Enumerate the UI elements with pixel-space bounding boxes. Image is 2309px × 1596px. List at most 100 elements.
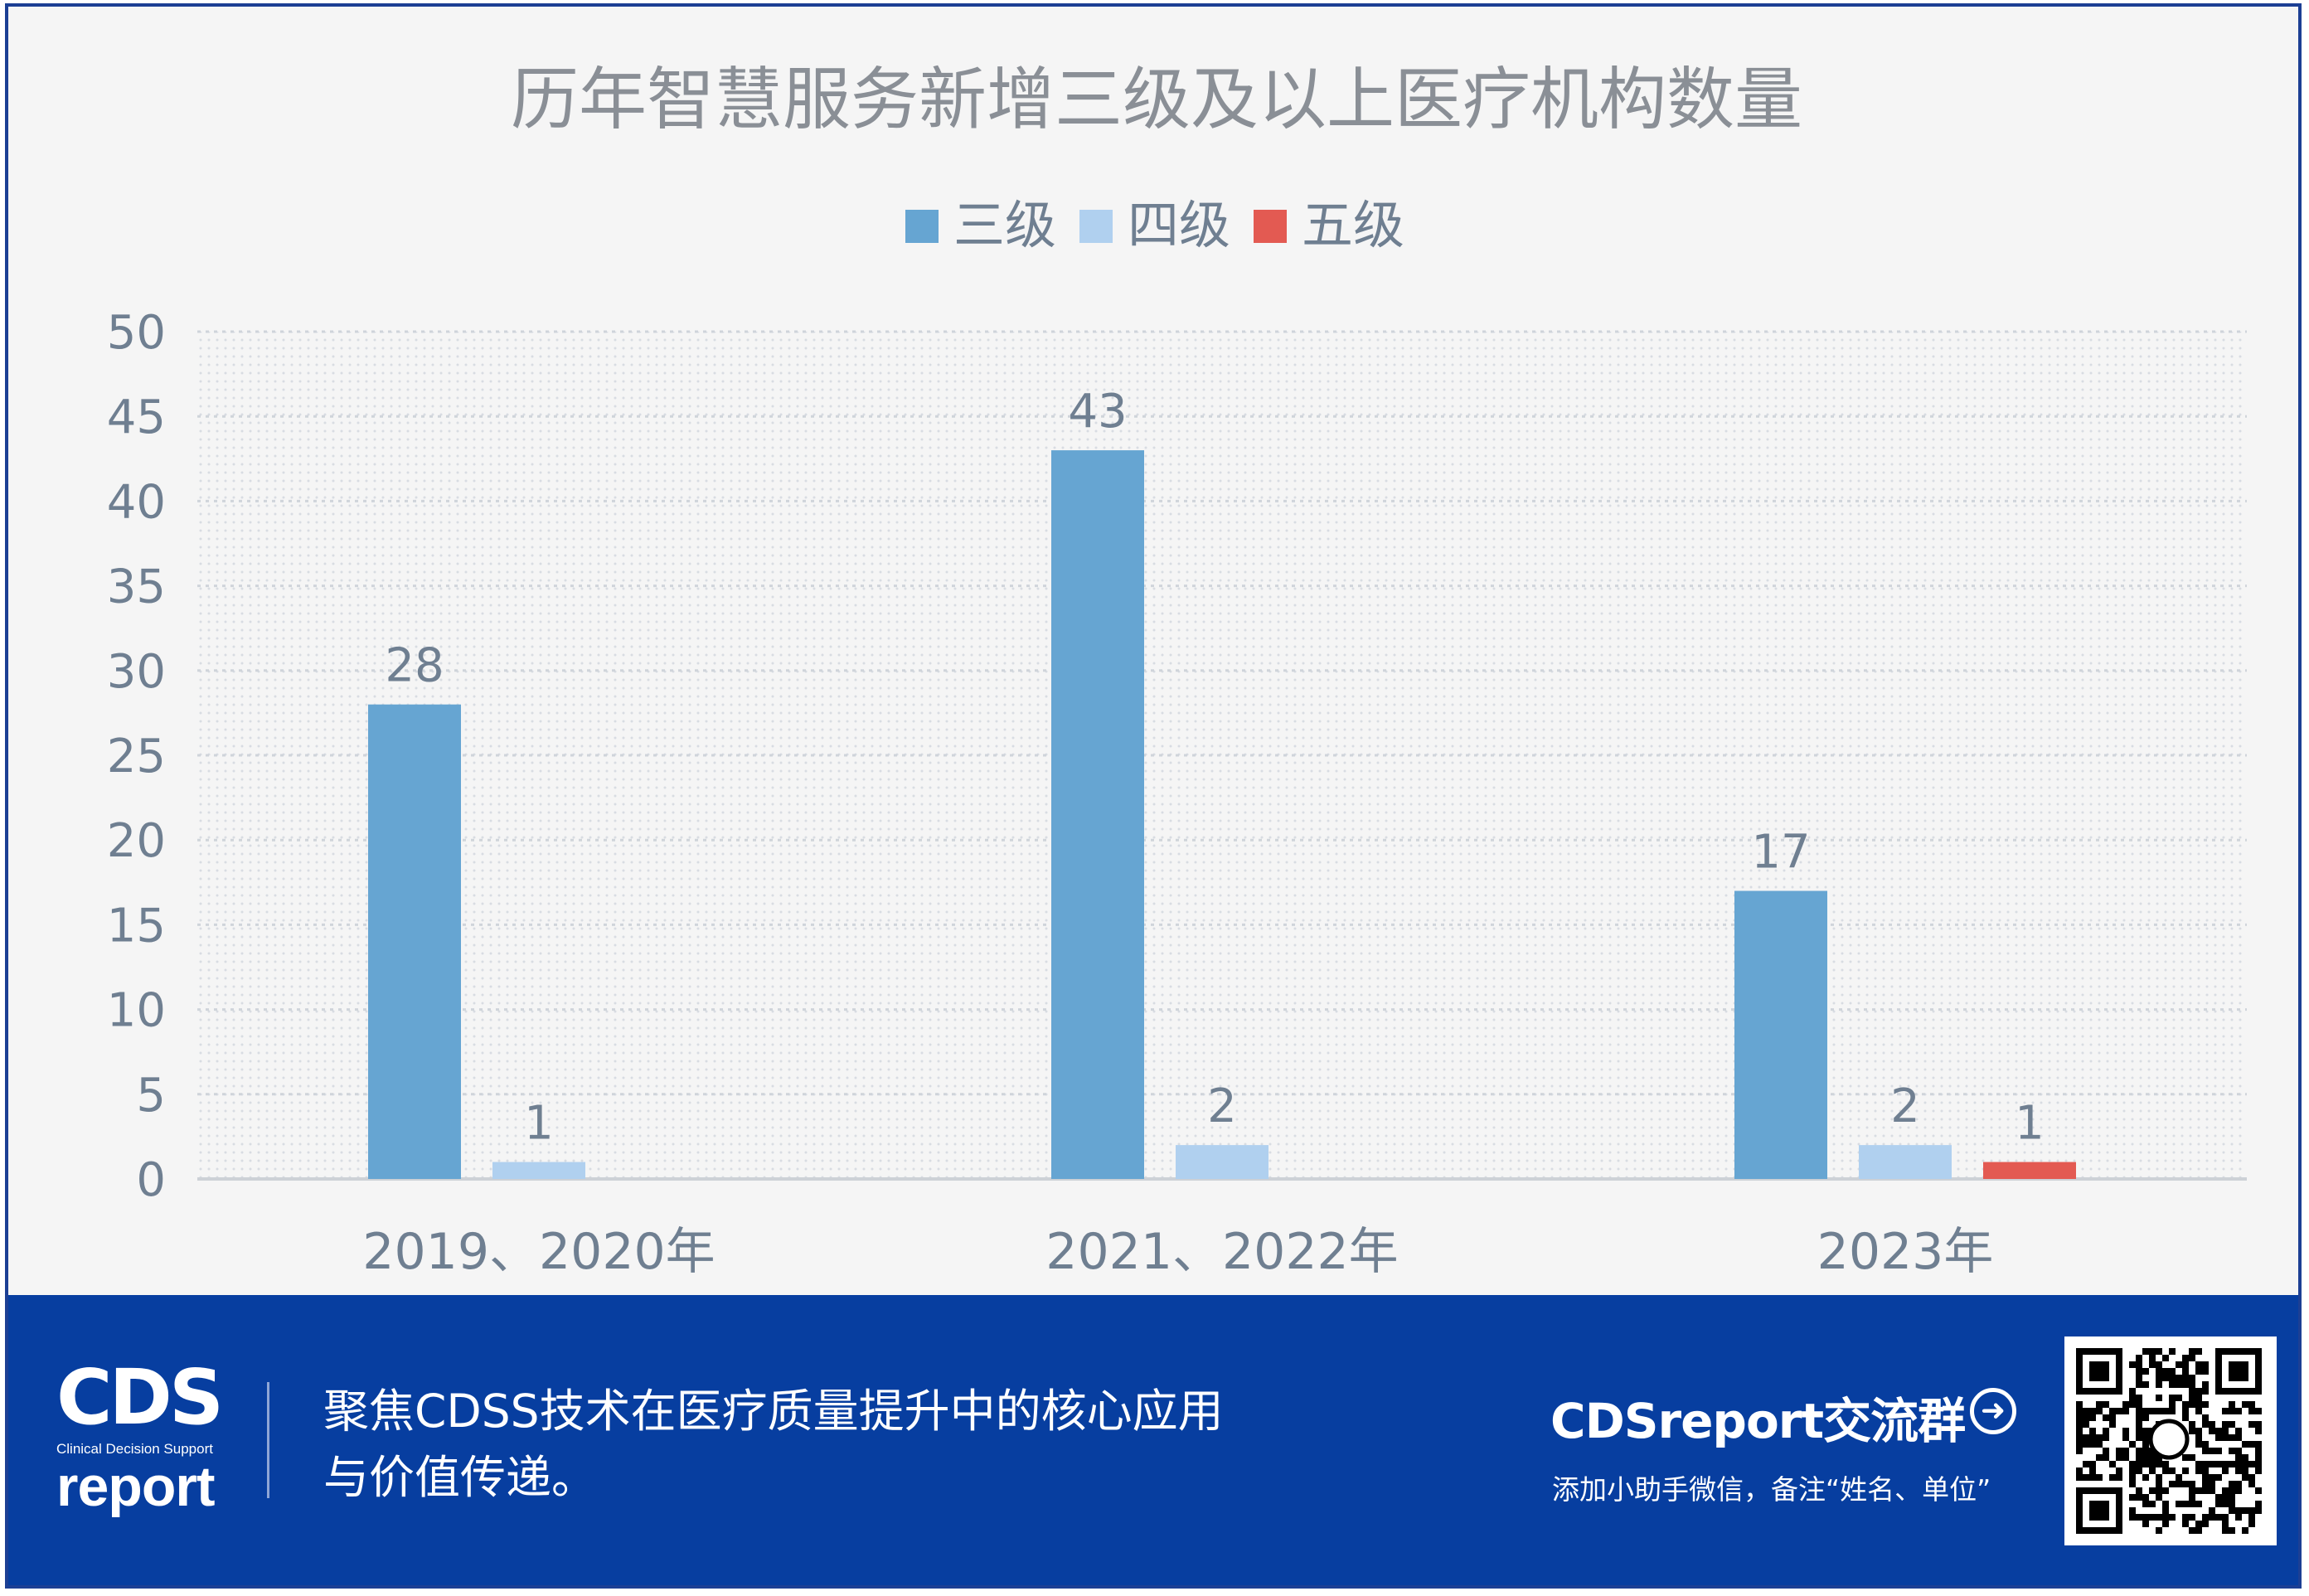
qr-module	[2142, 1454, 2149, 1461]
qr-module	[2156, 1514, 2162, 1521]
qr-module	[2195, 1441, 2202, 1448]
group-subtitle: 添加小助手微信，备注“姓名、单位”	[1552, 1473, 1991, 1506]
qr-module	[2215, 1501, 2222, 1507]
qr-module	[2242, 1461, 2248, 1467]
bar	[1051, 450, 1144, 1179]
qr-module	[2156, 1368, 2162, 1375]
qr-module	[2202, 1388, 2209, 1395]
logo-mark: CDS	[56, 1353, 224, 1442]
qr-module	[2202, 1461, 2209, 1467]
qr-module	[2182, 1414, 2189, 1421]
qr-module	[2215, 1448, 2222, 1454]
qr-module	[2202, 1441, 2209, 1448]
x-tick-label: 2023年	[1817, 1223, 1994, 1281]
qr-module	[2195, 1368, 2202, 1375]
qr-module	[2142, 1381, 2149, 1388]
qr-module	[2136, 1381, 2142, 1388]
qr-module	[2076, 1448, 2083, 1454]
chart-grid	[197, 330, 2247, 1181]
qr-module	[2169, 1381, 2176, 1388]
qr-module	[2182, 1368, 2189, 1375]
qr-module	[2076, 1441, 2083, 1448]
logo-caption: Clinical Decision Support	[56, 1441, 213, 1457]
qr-module	[2156, 1454, 2162, 1461]
qr-module	[2222, 1421, 2229, 1428]
y-tick-label: 50	[107, 306, 166, 360]
qr-module	[2103, 1428, 2109, 1434]
qr-module	[2182, 1454, 2189, 1461]
qr-module	[2136, 1428, 2142, 1434]
legend-label: 三级	[953, 195, 1056, 255]
qr-module	[2162, 1408, 2169, 1414]
qr-module	[2195, 1348, 2202, 1355]
qr-module	[2222, 1408, 2229, 1414]
qr-module	[2136, 1368, 2142, 1375]
qr-module	[2189, 1487, 2195, 1494]
qr-module	[2076, 1414, 2083, 1421]
y-tick-label: 40	[107, 475, 166, 529]
qr-module	[2229, 1527, 2235, 1534]
legend-label: 五级	[1302, 195, 1404, 255]
x-axis: 2019、2020年 2021、2022年 2023年	[362, 1223, 1993, 1281]
qr-module	[2202, 1481, 2209, 1487]
legend-swatch	[1079, 210, 1113, 243]
qr-module	[2129, 1507, 2136, 1514]
qr-module	[2129, 1467, 2136, 1474]
qr-finder-core	[2089, 1501, 2109, 1521]
qr-module	[2202, 1448, 2209, 1454]
qr-module	[2169, 1408, 2176, 1414]
qr-module	[2189, 1388, 2195, 1395]
qr-module	[2156, 1408, 2162, 1414]
qr-module	[2089, 1467, 2096, 1474]
qr-module	[2116, 1454, 2122, 1461]
qr-module	[2103, 1448, 2109, 1454]
qr-module	[2189, 1348, 2195, 1355]
qr-module	[2136, 1487, 2142, 1494]
qr-module	[2235, 1467, 2242, 1474]
qr-finder-core	[2089, 1361, 2109, 1381]
qr-module	[2142, 1521, 2149, 1527]
qr-module	[2103, 1401, 2109, 1408]
qr-module	[2156, 1474, 2162, 1481]
qr-module	[2083, 1461, 2089, 1467]
qr-module	[2129, 1388, 2136, 1395]
data-label: 2	[1207, 1079, 1237, 1133]
qr-module	[2255, 1501, 2262, 1507]
qr-module	[2149, 1348, 2156, 1355]
qr-module	[2129, 1461, 2136, 1467]
qr-module	[2209, 1481, 2215, 1487]
qr-module	[2083, 1474, 2089, 1481]
bar	[1859, 1145, 1952, 1179]
qr-module	[2229, 1434, 2235, 1441]
data-label: 1	[524, 1097, 554, 1151]
data-label: 43	[1068, 385, 1127, 439]
qr-module	[2209, 1421, 2215, 1428]
qr-module	[2215, 1461, 2222, 1467]
qr-module	[2142, 1474, 2149, 1481]
qr-module	[2195, 1467, 2202, 1474]
bar-chart: 历年智慧服务新增三级及以上医疗机构数量 三级 四级 五级 0 5 10 15 20 25 30 3…	[107, 61, 2247, 1281]
arrow-right-icon[interactable]: ➜	[1970, 1388, 2016, 1434]
qr-module	[2195, 1428, 2202, 1434]
qr-module	[2142, 1408, 2149, 1414]
cds-report-logo: CDS Clinical Decision Support report	[56, 1353, 224, 1516]
qr-module	[2076, 1421, 2083, 1428]
qr-module	[2242, 1507, 2248, 1514]
qr-module	[2195, 1501, 2202, 1507]
y-tick-label: 10	[107, 984, 166, 1038]
qr-module	[2076, 1474, 2083, 1481]
qr-module	[2129, 1481, 2136, 1487]
qr-module	[2222, 1527, 2229, 1534]
qr-module	[2089, 1441, 2096, 1448]
data-label: 2	[1890, 1079, 1920, 1133]
qr-module	[2136, 1414, 2142, 1421]
qr-module	[2136, 1454, 2142, 1461]
qr-module	[2255, 1448, 2262, 1454]
qr-module	[2182, 1514, 2189, 1521]
qr-module	[2129, 1474, 2136, 1481]
qr-module	[2142, 1414, 2149, 1421]
qr-module	[2189, 1381, 2195, 1388]
qr-module	[2222, 1487, 2229, 1494]
qr-module	[2149, 1355, 2156, 1361]
qr-module	[2142, 1514, 2149, 1521]
